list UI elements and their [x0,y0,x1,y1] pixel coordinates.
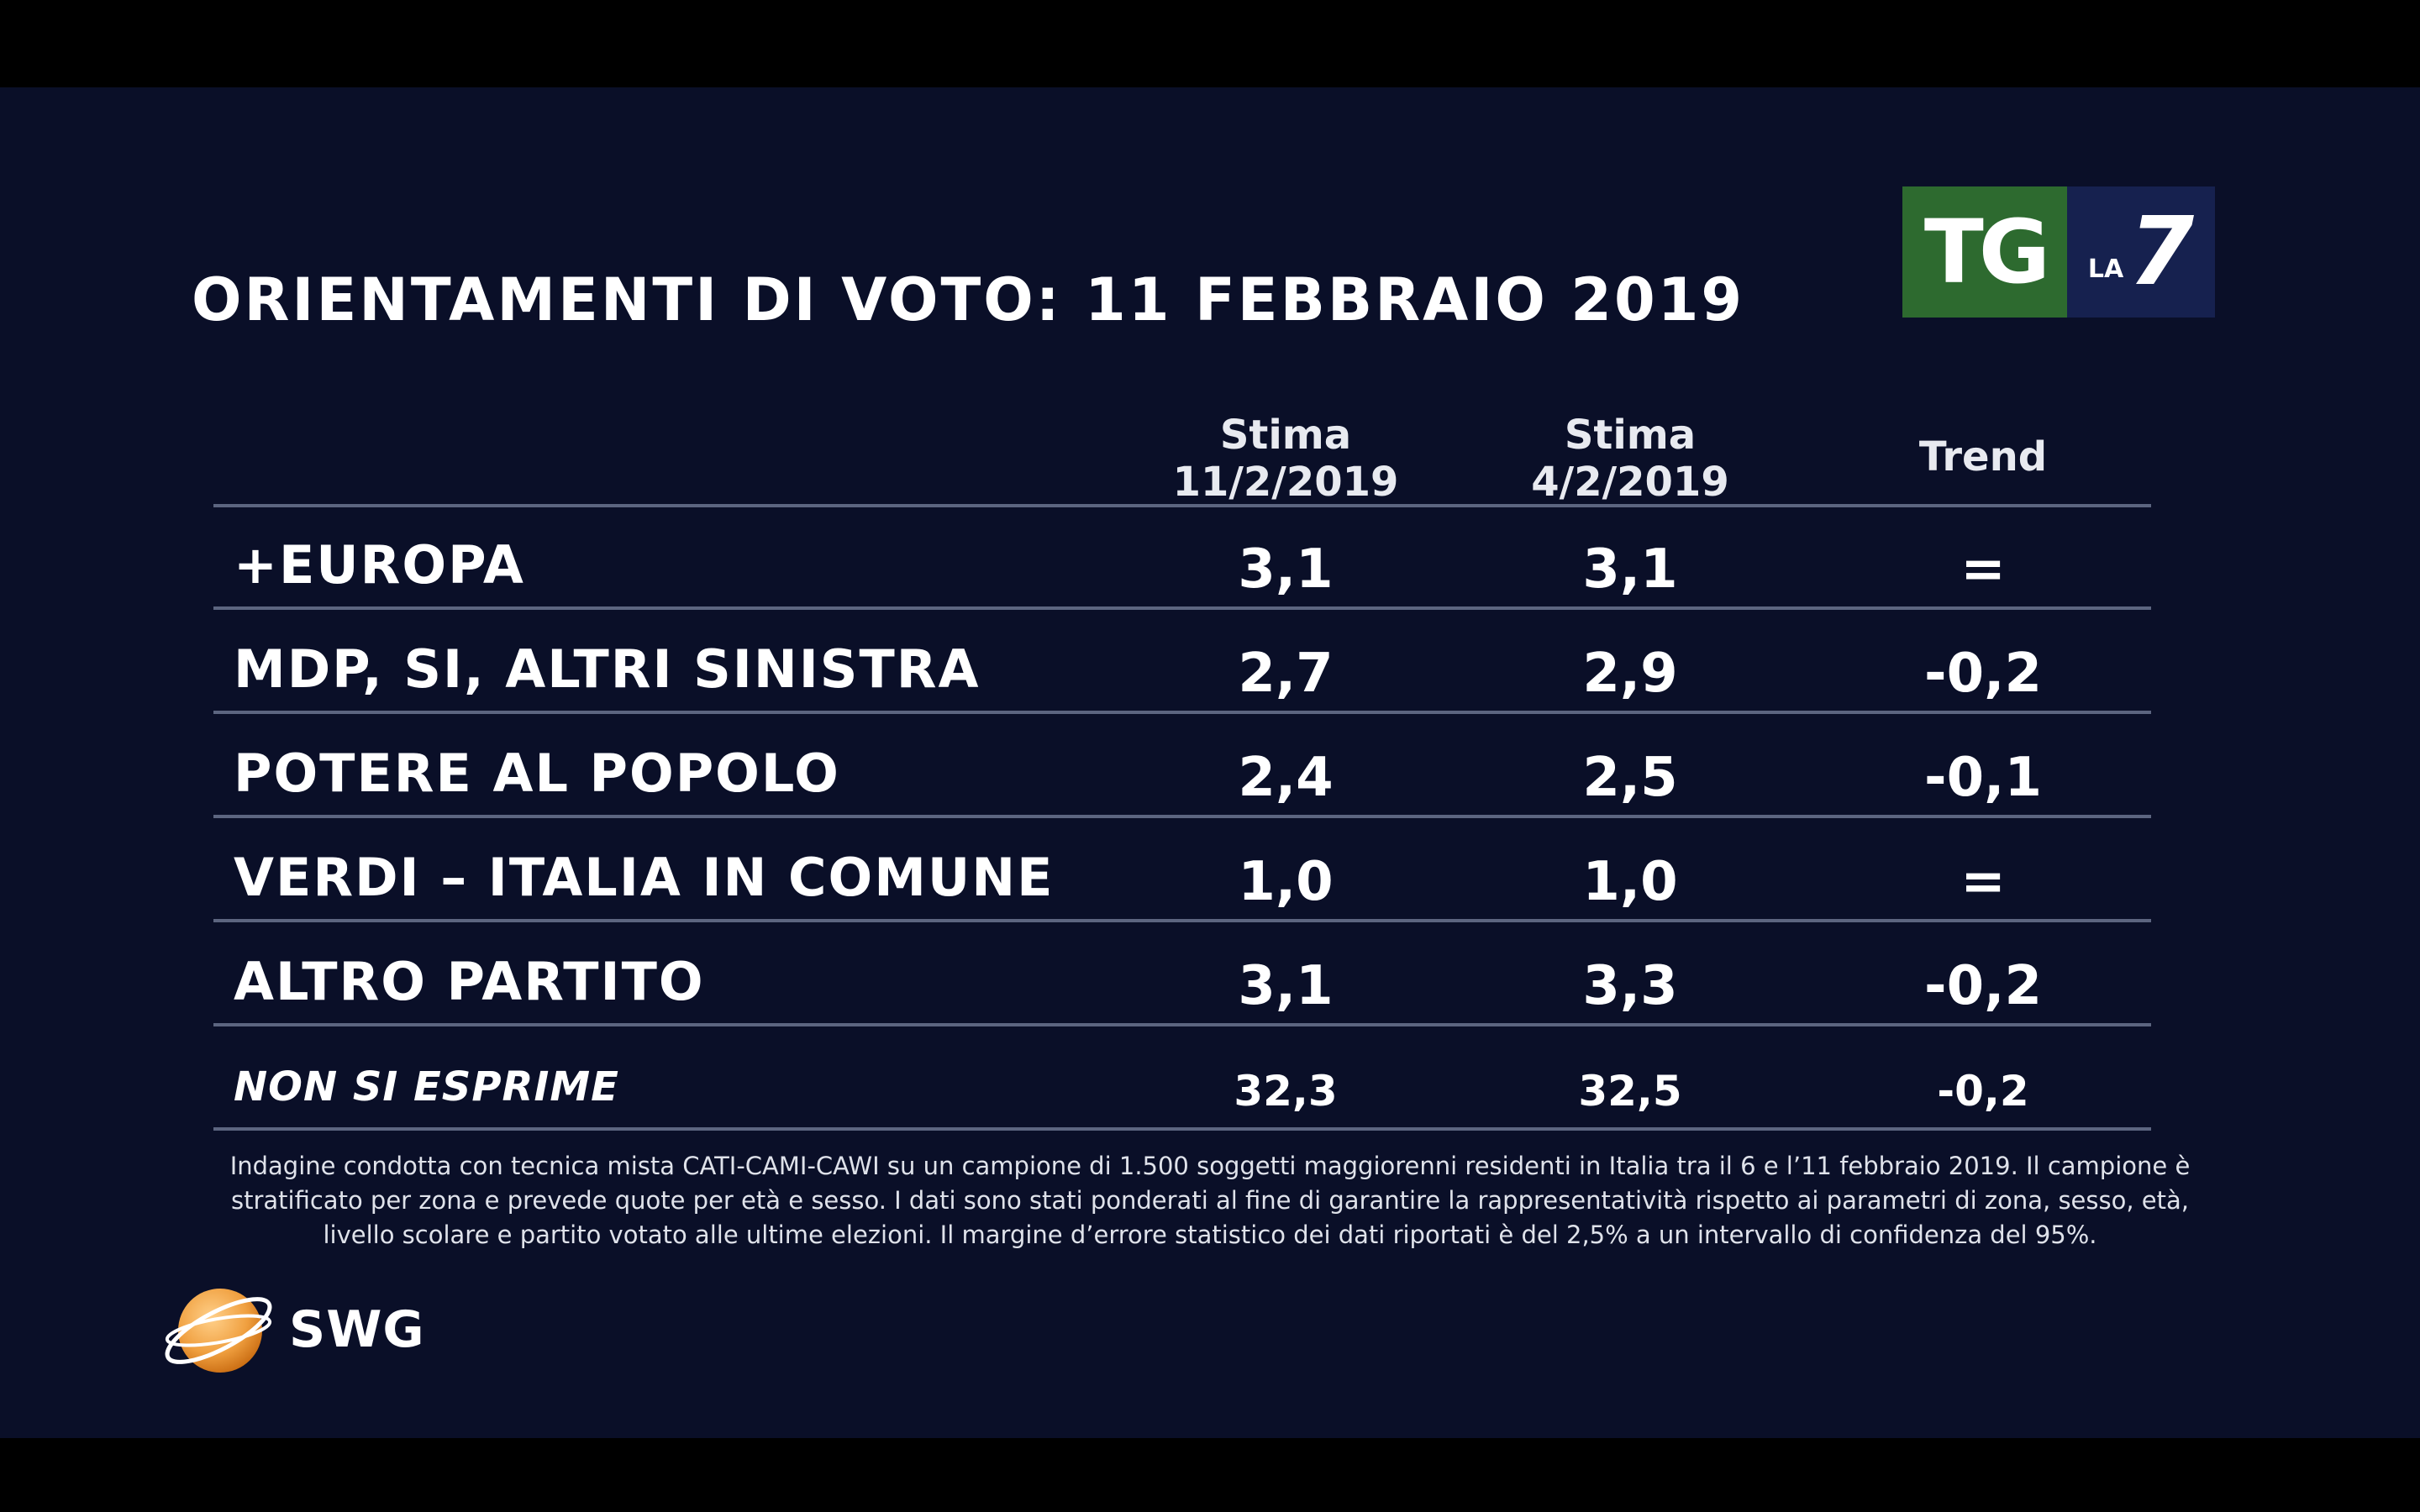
stima-4-2-value: 2,9 [1582,643,1678,705]
table-row: NON SI ESPRIME 32,3 32,5 -0,2 [213,1025,2151,1126]
column-header-stima-11-2: Stima 11/2/2019 [1143,412,1428,506]
party-name: ALTRO PARTITO [234,951,705,1012]
table-divider [213,711,2151,714]
table-row: +EUROPA 3,1 3,1 = [213,504,2151,605]
chart-title: ORIENTAMENTI DI VOTO: 11 FEBBRAIO 2019 [192,265,1745,334]
column-header-stima-4-2: Stima 4/2/2019 [1487,412,1773,506]
party-name: +EUROPA [234,534,525,596]
column-header-trend: Trend [1865,433,2101,480]
trend-value: = [1960,538,2006,601]
logo-tg: TG [1902,186,2067,318]
swg-logo-text: SWG [289,1300,425,1359]
trend-value: -0,1 [1924,747,2042,809]
table-divider [213,1127,2151,1131]
trend-value: -0,2 [1924,643,2042,705]
logo-la7: LA 7 [2067,186,2215,318]
table-row: POTERE AL POPOLO 2,4 2,5 -0,1 [213,712,2151,813]
stima-11-2-value: 2,7 [1238,643,1334,705]
stima-4-2-value: 3,1 [1582,538,1678,601]
methodology-note: Indagine condotta con tecnica mista CATI… [229,1152,2191,1249]
party-name: VERDI – ITALIA IN COMUNE [234,847,1055,908]
trend-value: -0,2 [1924,955,2042,1017]
stima-4-2-value: 2,5 [1582,747,1678,809]
table-row: MDP, SI, ALTRI SINISTRA 2,7 2,9 -0,2 [213,608,2151,709]
table-row: ALTRO PARTITO 3,1 3,3 -0,2 [213,921,2151,1021]
column-header-line2: 11/2/2019 [1172,459,1399,506]
stima-11-2-value: 2,4 [1238,747,1334,809]
column-header-line1: Trend [1918,433,2048,480]
table-divider [213,606,2151,610]
stima-11-2-value: 3,1 [1238,538,1334,601]
stima-4-2-value: 1,0 [1582,851,1678,913]
tg-la7-logo: TG LA 7 [1902,186,2215,318]
table-divider [213,1023,2151,1026]
stima-11-2-value: 3,1 [1238,955,1334,1017]
logo-la: LA [2087,254,2124,284]
table-row: VERDI – ITALIA IN COMUNE 1,0 1,0 = [213,816,2151,917]
table-divider [213,815,2151,818]
column-header-line1: Stima [1564,412,1697,459]
globe-icon [165,1289,272,1373]
table-divider [213,919,2151,922]
stima-11-2-value: 32,3 [1234,1067,1338,1116]
table-divider [213,504,2151,507]
party-name: MDP, SI, ALTRI SINISTRA [234,638,981,700]
party-name: POTERE AL POPOLO [234,743,840,804]
stima-4-2-value: 32,5 [1578,1067,1682,1116]
column-header-line1: Stima [1219,412,1352,459]
party-name: NON SI ESPRIME [234,1063,619,1110]
trend-value: = [1960,851,2006,913]
column-header-line2: 4/2/2019 [1531,459,1729,506]
swg-logo: SWG [160,1275,425,1384]
logo-seven: 7 [2128,197,2195,307]
stima-11-2-value: 1,0 [1238,851,1334,913]
stima-4-2-value: 3,3 [1582,955,1678,1017]
trend-value: -0,2 [1937,1067,2029,1116]
